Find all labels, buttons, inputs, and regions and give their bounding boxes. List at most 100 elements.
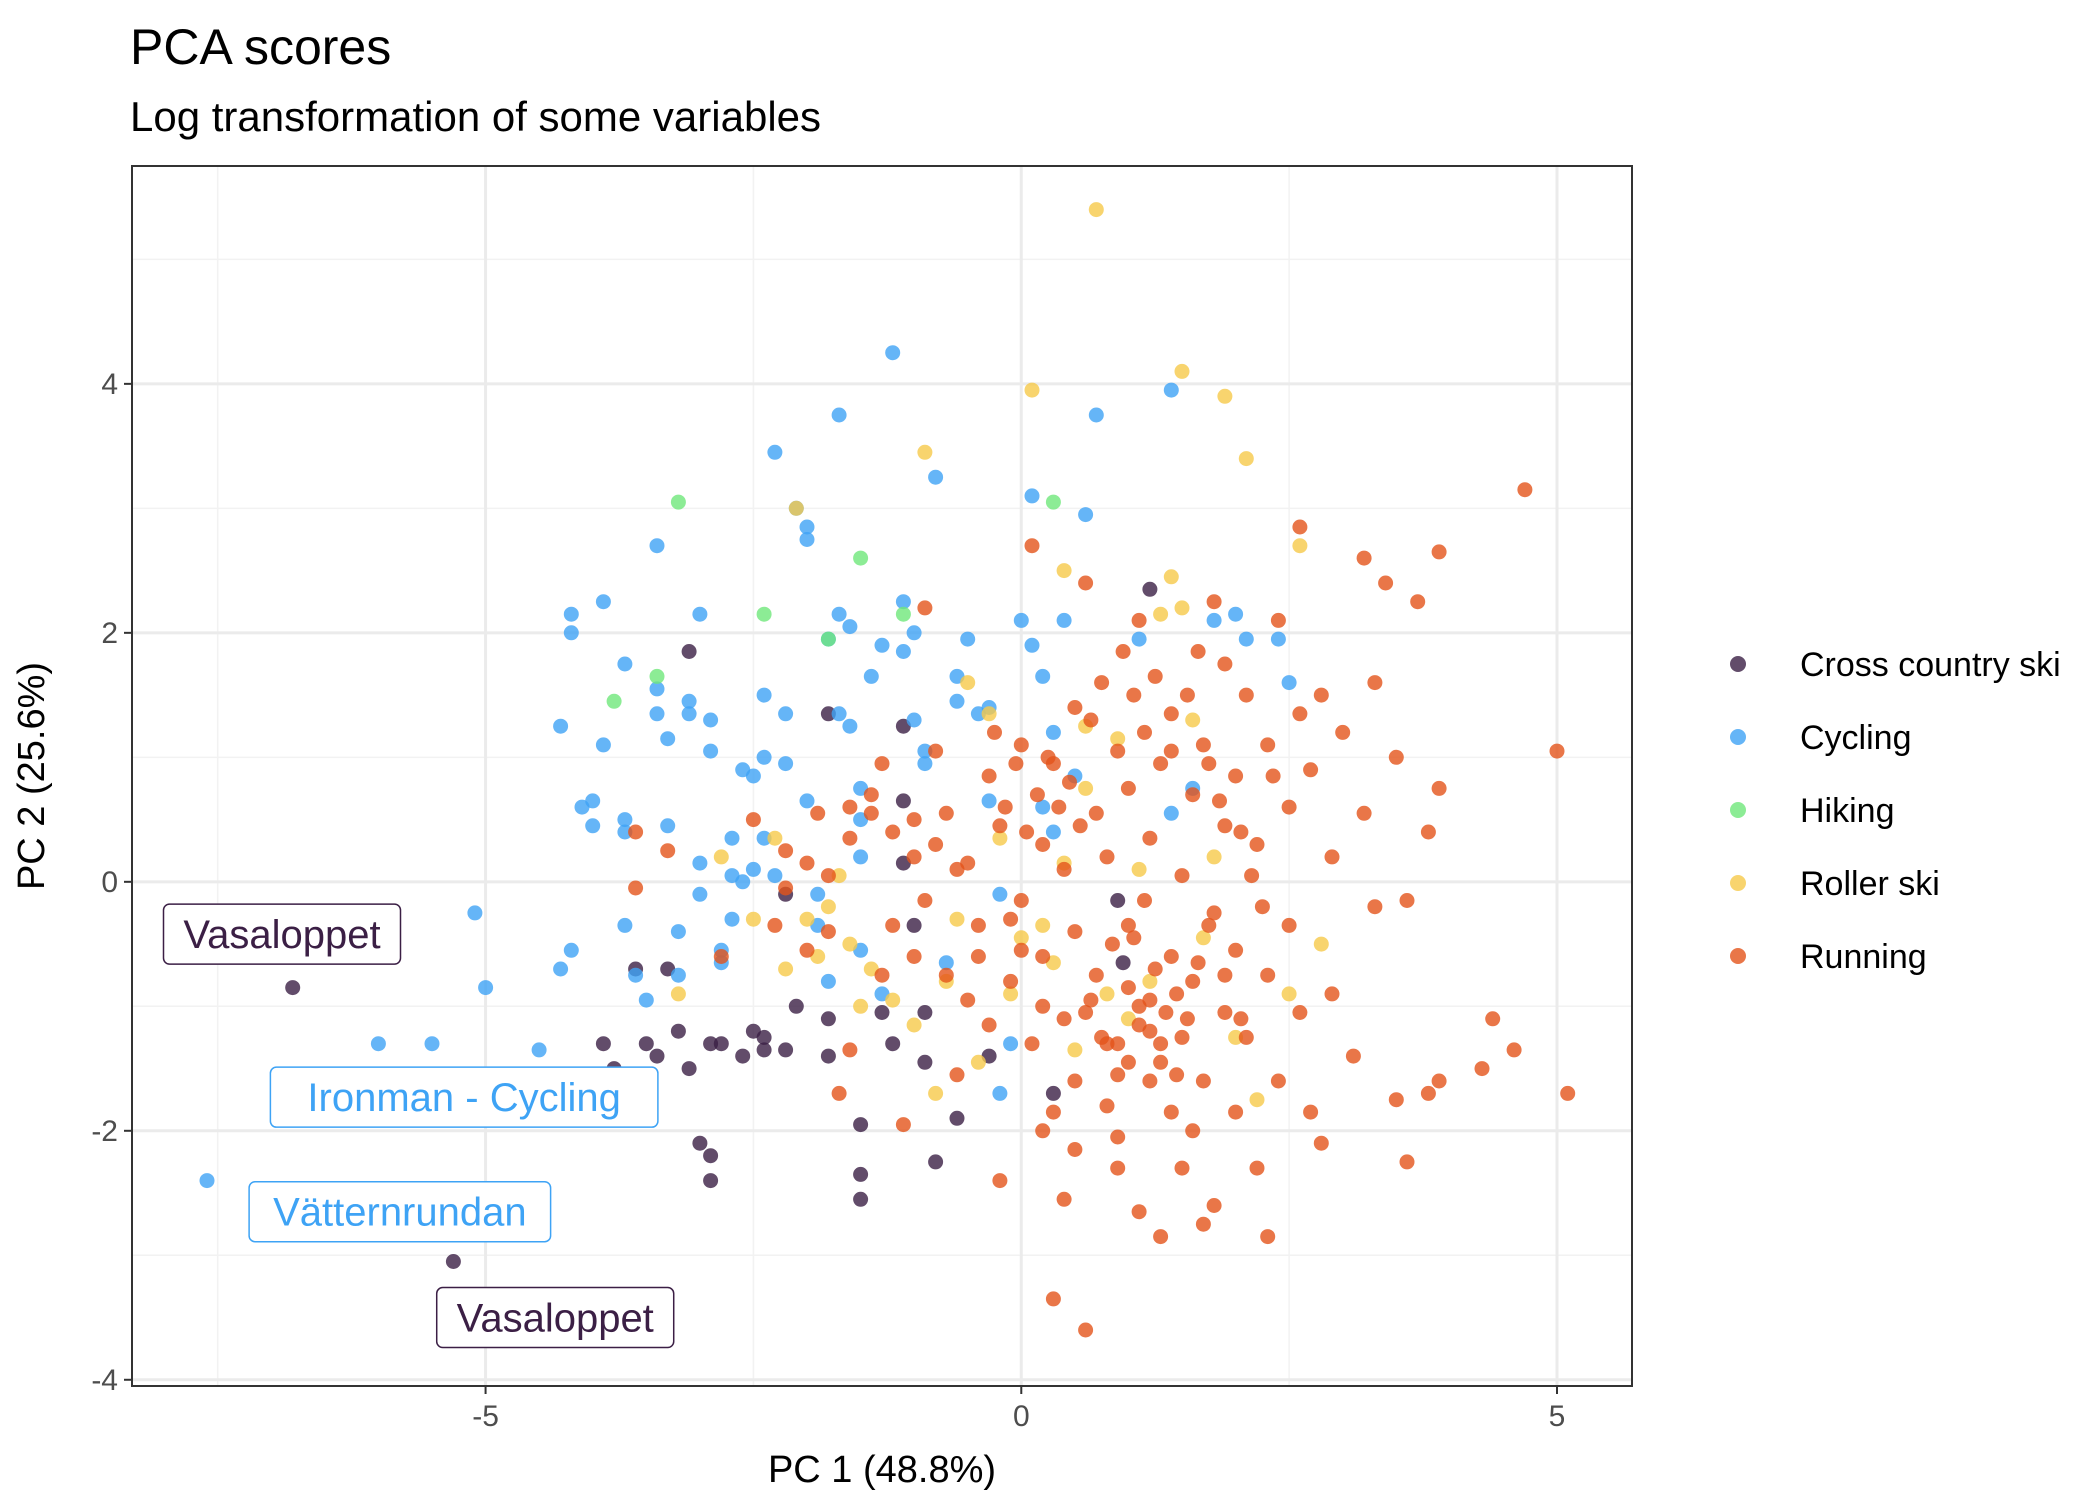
data-point [1035,799,1051,815]
data-point [1120,917,1136,933]
data-point [595,737,611,753]
data-point [1131,1204,1147,1220]
data-point [1270,1073,1286,1089]
data-point [1131,861,1147,877]
data-point [1083,712,1099,728]
legend-label: Hiking [1800,792,1894,830]
data-point [1281,675,1297,691]
data-point [1474,1061,1490,1077]
data-point [917,600,933,616]
data-point [1179,1011,1195,1027]
data-point [885,824,901,840]
data-point [745,812,761,828]
data-point [970,949,986,964]
data-point [1056,1011,1072,1027]
data-point [1056,1191,1072,1207]
data-point [1388,1092,1404,1108]
data-point [1158,1005,1174,1020]
data-point [756,687,772,703]
data-point [906,949,922,964]
annotation-label: Vasaloppet [435,1286,675,1349]
data-point [1094,675,1110,691]
data-point [670,967,686,983]
data-point [831,1085,847,1101]
data-point [1485,1011,1501,1027]
data-point [1212,793,1227,809]
data-point [1163,382,1179,398]
data-point [703,1036,719,1052]
data-point [767,444,783,460]
data-point [724,911,740,927]
data-point [478,980,494,996]
data-point [1153,1054,1169,1070]
data-point [1110,731,1126,747]
data-point [1045,824,1061,840]
data-point [713,1036,729,1052]
data-point [949,1110,965,1126]
data-point [1045,724,1061,740]
data-point [649,538,665,554]
data-point [1110,893,1126,908]
data-point [703,743,719,759]
data-point [928,743,944,759]
data-point [703,1173,719,1189]
annotation-label: Vätternrundan [248,1180,552,1243]
data-point [885,992,901,1008]
data-point [585,818,601,834]
data-point [895,644,911,659]
data-point [853,1117,869,1133]
data-point [703,1148,719,1164]
data-point [1324,849,1340,865]
data-point [1190,955,1206,971]
data-point [670,1023,686,1039]
data-point [1174,1160,1190,1176]
data-point [1238,631,1254,647]
data-point [1003,1036,1019,1052]
data-point [917,444,933,460]
data-point [842,619,858,635]
annotation-text: Vasaloppet [457,1297,654,1341]
data-point [842,936,858,952]
data-point [1110,1129,1126,1145]
data-point [949,861,965,877]
data-point [1024,637,1040,653]
data-point [1035,837,1051,852]
data-point [199,1173,215,1189]
data-point [1249,837,1265,852]
data-point [1420,824,1436,840]
x-tick-label: -5 [472,1400,499,1433]
data-point [799,519,815,535]
data-point [981,768,997,784]
data-point [895,594,911,610]
data-point [885,345,901,361]
data-point [992,830,1008,846]
data-point [853,1166,869,1182]
data-point [1056,861,1072,877]
data-point [863,668,879,684]
data-point [1110,1160,1126,1176]
data-point [1115,644,1131,659]
data-point [724,830,740,846]
data-point [928,1154,944,1170]
data-point [681,1061,697,1077]
data-point [1013,612,1029,628]
data-point [1142,1023,1158,1039]
data-point [1003,911,1019,927]
data-point [1244,868,1260,884]
data-point [1431,544,1447,560]
legend-item: Hiking [1730,792,1894,830]
data-point [1185,712,1201,728]
data-point [1313,1135,1329,1151]
data-point [285,980,301,996]
data-point [617,917,633,933]
data-point [692,606,708,622]
data-point [938,955,954,971]
data-point [1088,202,1104,218]
data-point [1142,973,1158,989]
data-point [970,917,986,933]
chart-title: PCA scores [130,19,392,75]
data-point [895,1117,911,1133]
data-point [906,917,922,933]
data-point [563,942,579,958]
